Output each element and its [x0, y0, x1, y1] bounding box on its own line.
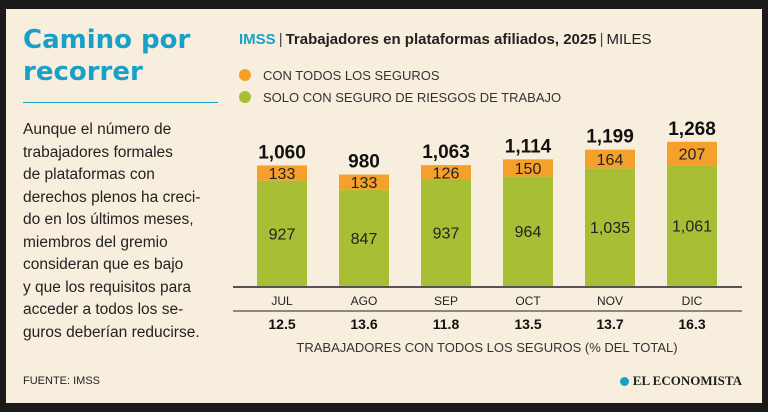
bar-label-partial: 927 [269, 226, 296, 243]
headline: Camino por recorrer [23, 25, 191, 87]
chart-title-row: IMSS | Trabajadores en plataformas afiliad… [239, 31, 652, 48]
chart-unit: MILES [606, 31, 652, 48]
bar-total-label: 980 [348, 152, 380, 173]
legend-item-partial: SOLO CON SEGURO DE RIESGOS DE TRABAJO [239, 86, 561, 108]
bar-chart: 927 133 1,060 JUL 12.5 847 133 980 AGO 13.6 937 126… [233, 119, 742, 355]
bar-total-label: 1,199 [586, 127, 634, 148]
bar-segment-partial [421, 179, 471, 286]
x-tick-label: OCT [515, 294, 541, 308]
bar-segment-partial [503, 176, 553, 286]
bar-segment-full [585, 149, 635, 169]
chart-agency: IMSS [239, 31, 276, 48]
percent-label: 13.6 [350, 316, 377, 332]
bar-segment-partial [667, 165, 717, 286]
brand-name: EL ECONOMISTA [632, 373, 742, 388]
bar-total-label: 1,268 [668, 119, 716, 140]
bar-label-full: 133 [351, 175, 378, 192]
chart-legend: CON TODOS LOS SEGUROS SOLO CON SEGURO DE… [239, 64, 561, 108]
bar-segment-full [421, 165, 471, 180]
bar-label-partial: 937 [433, 226, 460, 243]
x-tick-label: NOV [597, 294, 623, 308]
bar-label-partial: 1,035 [590, 220, 630, 237]
headline-divider [23, 102, 218, 103]
percent-label: 11.8 [433, 316, 460, 332]
brand-dot-icon [619, 376, 629, 386]
bar-total-label: 1,114 [505, 136, 552, 157]
bar-segment-full [503, 159, 553, 177]
legend-label-full: CON TODOS LOS SEGUROS [263, 67, 440, 83]
percent-label: 13.5 [514, 316, 541, 332]
bar-segment-full [667, 141, 717, 166]
bar-label-full: 133 [269, 166, 296, 183]
bar-segment-full [257, 165, 307, 181]
bar-label-partial: 1,061 [672, 219, 712, 236]
legend-label-partial: SOLO CON SEGURO DE RIESGOS DE TRABAJO [263, 89, 562, 105]
bar-segment-full [339, 174, 389, 190]
x-tick-label: DIC [682, 294, 703, 308]
brand-logo: EL ECONOMISTA [619, 373, 742, 389]
legend-swatch-full [239, 69, 251, 81]
bar-label-partial: 847 [351, 231, 378, 248]
bar-total-label: 1,063 [422, 142, 470, 163]
bar-label-full: 164 [597, 152, 624, 169]
chart-title: Trabajadores en plataformas afiliados, 2… [285, 31, 597, 48]
infographic-card: Camino por recorrer Aunque el número de … [6, 9, 762, 403]
bar-total-label: 1,060 [258, 142, 306, 163]
bar-segment-partial [585, 168, 635, 286]
bar-segment-partial [257, 180, 307, 286]
x-tick-label: JUL [271, 294, 293, 308]
percent-label: 16.3 [678, 316, 705, 332]
legend-swatch-partial [239, 91, 251, 103]
x-tick-label: AGO [351, 294, 378, 308]
percent-label: 13.7 [596, 316, 623, 332]
bar-label-full: 126 [433, 165, 460, 182]
bar-segment-partial [339, 189, 389, 286]
legend-item-full: CON TODOS LOS SEGUROS [239, 64, 561, 86]
percent-label: 12.5 [268, 316, 295, 332]
body-text: Aunque el número de trabajadores formale… [23, 121, 201, 341]
percent-row-caption: TRABAJADORES CON TODOS LOS SEGUROS (% DE… [296, 340, 677, 355]
bar-label-full: 207 [679, 147, 706, 164]
x-tick-label: SEP [434, 294, 458, 308]
bar-label-partial: 964 [515, 224, 542, 241]
source-note: FUENTE: IMSS [23, 375, 101, 387]
bar-label-full: 150 [515, 161, 542, 178]
